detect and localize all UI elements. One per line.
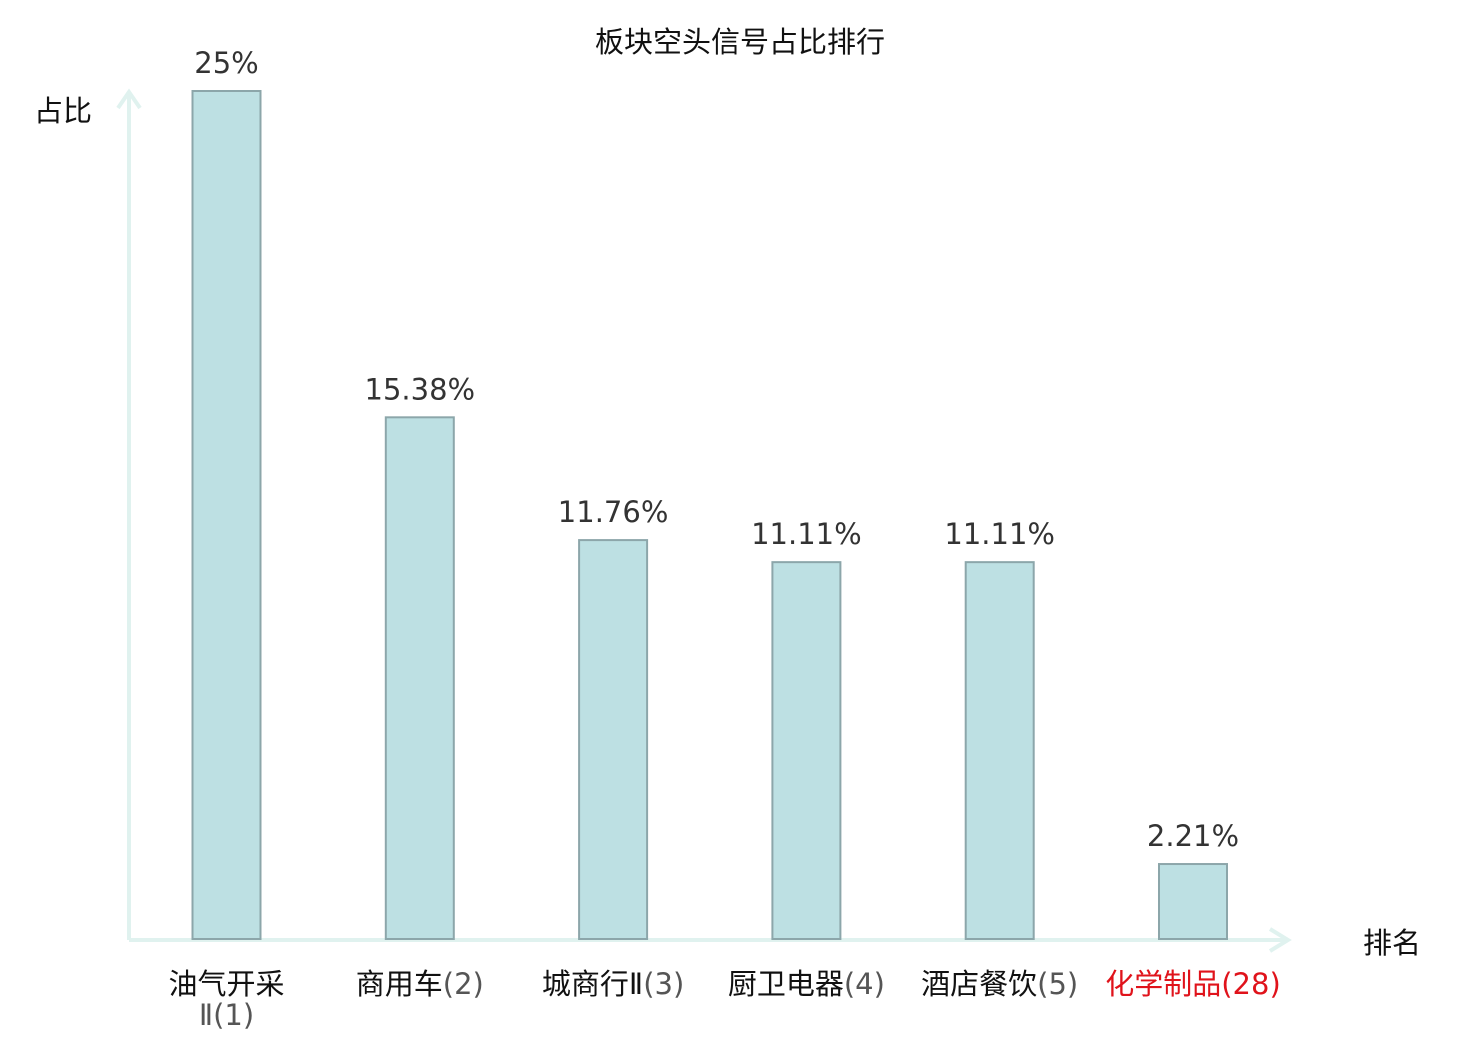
bar-value-label: 11.76% xyxy=(558,495,669,529)
x-tick-rank: (28) xyxy=(1221,967,1281,1001)
x-tick-rank: (4) xyxy=(844,967,885,1001)
bar-value-label: 11.11% xyxy=(751,517,862,551)
bar xyxy=(191,90,262,940)
x-axis-label: 排名 xyxy=(1363,926,1421,960)
bar-value-label: 15.38% xyxy=(365,372,476,406)
bars-layer xyxy=(191,90,1228,941)
x-tick-rank: (3) xyxy=(643,967,684,1001)
bar-value-label: 2.21% xyxy=(1147,819,1239,853)
bar xyxy=(578,539,649,941)
bar xyxy=(384,416,455,940)
x-tick-label: 城商行Ⅱ(3) xyxy=(542,967,684,1001)
chart-title: 板块空头信号占比排行 xyxy=(595,25,885,59)
x-tick-rank: (2) xyxy=(443,967,484,1001)
bar xyxy=(964,561,1035,940)
bar xyxy=(1158,863,1228,941)
x-tick-name: 酒店餐饮 xyxy=(921,967,1037,1001)
x-tick-name: 城商行Ⅱ xyxy=(542,967,643,1001)
bar xyxy=(771,561,842,940)
bar-value-label: 25% xyxy=(194,46,258,80)
x-axis xyxy=(129,927,1292,953)
x-tick-name: 厨卫电器 xyxy=(728,967,844,1001)
y-axis xyxy=(116,88,142,940)
x-tick-label: 商用车(2) xyxy=(356,967,484,1001)
x-tick-rank: (5) xyxy=(1037,967,1078,1001)
y-axis-label: 占比 xyxy=(34,94,92,128)
x-tick-label: 化学制品(28) xyxy=(1105,967,1281,1001)
x-tick-label: 厨卫电器(4) xyxy=(728,967,885,1001)
y-axis-arrow xyxy=(116,88,142,110)
x-tick-rank: Ⅱ(1) xyxy=(199,998,254,1032)
x-axis-arrow xyxy=(1268,927,1292,953)
x-tick-name: 商用车 xyxy=(356,967,443,1001)
x-tick-name: 化学制品 xyxy=(1105,967,1221,1001)
x-tick-label: 油气开采 xyxy=(168,967,284,1001)
x-tick-label: 酒店餐饮(5) xyxy=(921,967,1078,1001)
bar-value-label: 11.11% xyxy=(944,517,1055,551)
